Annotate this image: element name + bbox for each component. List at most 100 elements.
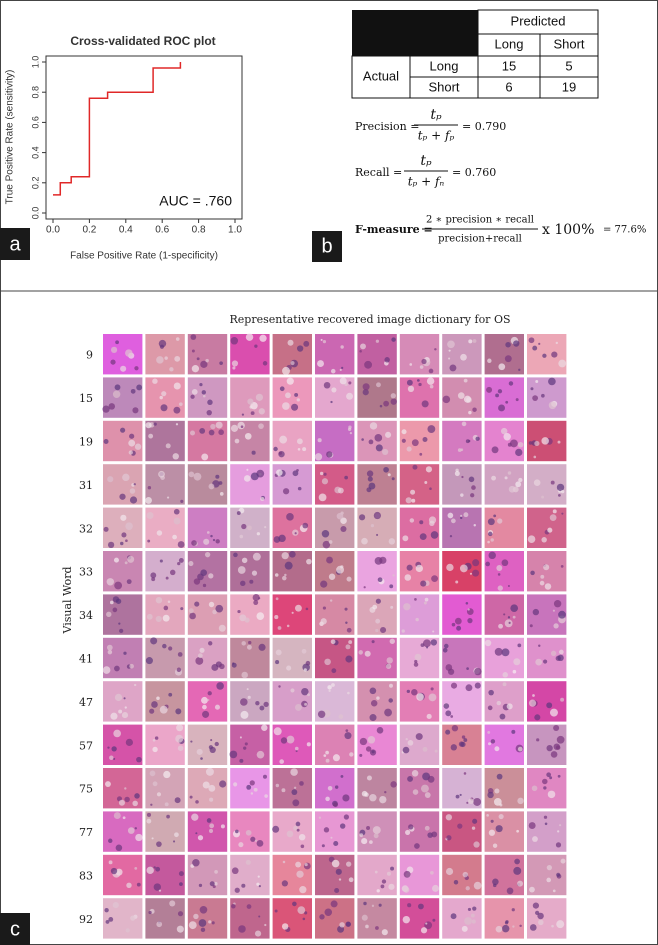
tile-texture [147, 486, 152, 490]
grid-y-label: Visual Word [61, 566, 74, 634]
tile-texture [118, 622, 121, 625]
tile-texture [159, 559, 163, 563]
tile-texture [466, 667, 469, 670]
tile-texture [105, 920, 110, 924]
tile-texture [375, 339, 380, 343]
tile-texture [407, 739, 414, 746]
tile-texture [557, 654, 564, 662]
tile-texture [414, 843, 420, 849]
tile-texture [537, 912, 544, 920]
tile-texture [330, 836, 333, 839]
image-tile [272, 637, 312, 679]
tile-texture [375, 926, 379, 930]
tile-texture [527, 535, 536, 543]
image-tile [442, 507, 482, 548]
tile-texture [503, 433, 511, 441]
tile-texture [331, 668, 337, 674]
tile-texture [252, 594, 260, 602]
tile-texture [381, 879, 387, 884]
tile-texture [292, 799, 300, 807]
tile-texture [206, 409, 212, 416]
tile-texture [114, 693, 123, 702]
tile-texture [238, 925, 246, 933]
x-tick-label: 0.2 [82, 225, 96, 236]
tile-texture [215, 539, 220, 544]
tile-texture [214, 741, 219, 747]
tile-texture [490, 739, 496, 744]
tile-texture [294, 703, 302, 711]
tile-texture [390, 398, 397, 405]
tile-texture [528, 337, 535, 344]
tile-texture [126, 579, 132, 585]
tile-texture [256, 882, 260, 886]
tile-texture [134, 827, 138, 830]
image-tile [442, 464, 482, 505]
tile-texture [282, 488, 290, 495]
tile-texture [254, 930, 262, 937]
tile-texture [295, 821, 301, 827]
tile-texture [344, 732, 352, 740]
formula-label: Precision = [355, 120, 419, 133]
tile-texture [546, 772, 552, 778]
tile-texture [405, 737, 408, 741]
tile-texture [250, 792, 254, 795]
tile-texture [218, 624, 226, 632]
tile-texture [291, 789, 298, 796]
tile-texture [427, 775, 435, 783]
tile-texture [550, 650, 557, 657]
tile-texture [207, 399, 213, 405]
table-cell: 6 [505, 79, 512, 94]
y-tick-label: 0.8 [30, 86, 40, 99]
tile-texture [501, 924, 510, 933]
tile-texture [372, 826, 381, 835]
tile-texture [290, 688, 295, 693]
tile-texture [344, 607, 348, 611]
tile-texture [389, 683, 393, 688]
tile-texture [153, 422, 157, 426]
tile-texture [368, 439, 374, 445]
tile-texture [255, 700, 260, 706]
image-tile [399, 681, 440, 722]
tile-texture [339, 368, 342, 372]
tile-texture [177, 652, 183, 657]
tile-texture [349, 752, 354, 757]
tile-texture [237, 609, 241, 614]
image-tile [187, 551, 228, 592]
tile-texture [461, 925, 468, 932]
tile-texture [366, 470, 374, 477]
tile-texture [498, 363, 506, 371]
tile-texture [499, 713, 506, 720]
tile-texture [552, 509, 557, 514]
tile-texture [208, 429, 215, 436]
tile-texture [152, 781, 158, 787]
tile-texture [298, 833, 306, 841]
tile-texture [548, 401, 557, 410]
tile-texture [136, 756, 142, 763]
tile-texture [211, 921, 215, 925]
tile-texture [326, 556, 333, 564]
tile-texture [330, 900, 338, 908]
tile-texture [110, 867, 118, 875]
tile-texture [511, 729, 516, 734]
image-tile [145, 551, 185, 592]
tile-texture [498, 813, 504, 820]
tile-texture [471, 919, 476, 924]
tile-texture [344, 475, 348, 480]
tile-texture [207, 699, 210, 702]
tile-texture [331, 387, 337, 393]
image-tile [527, 898, 567, 939]
image-tile [357, 464, 397, 505]
tile-texture [382, 448, 389, 456]
tile-texture [247, 398, 254, 405]
tile-texture [156, 792, 162, 797]
tile-texture [250, 411, 255, 416]
tile-texture [241, 413, 245, 416]
tile-texture [443, 703, 450, 709]
tile-texture [346, 576, 352, 582]
tile-texture [240, 425, 244, 428]
tile-texture [259, 705, 265, 711]
tile-texture [208, 483, 215, 490]
tile-texture [502, 672, 508, 678]
tile-texture [508, 621, 511, 624]
tile-texture [361, 837, 368, 845]
